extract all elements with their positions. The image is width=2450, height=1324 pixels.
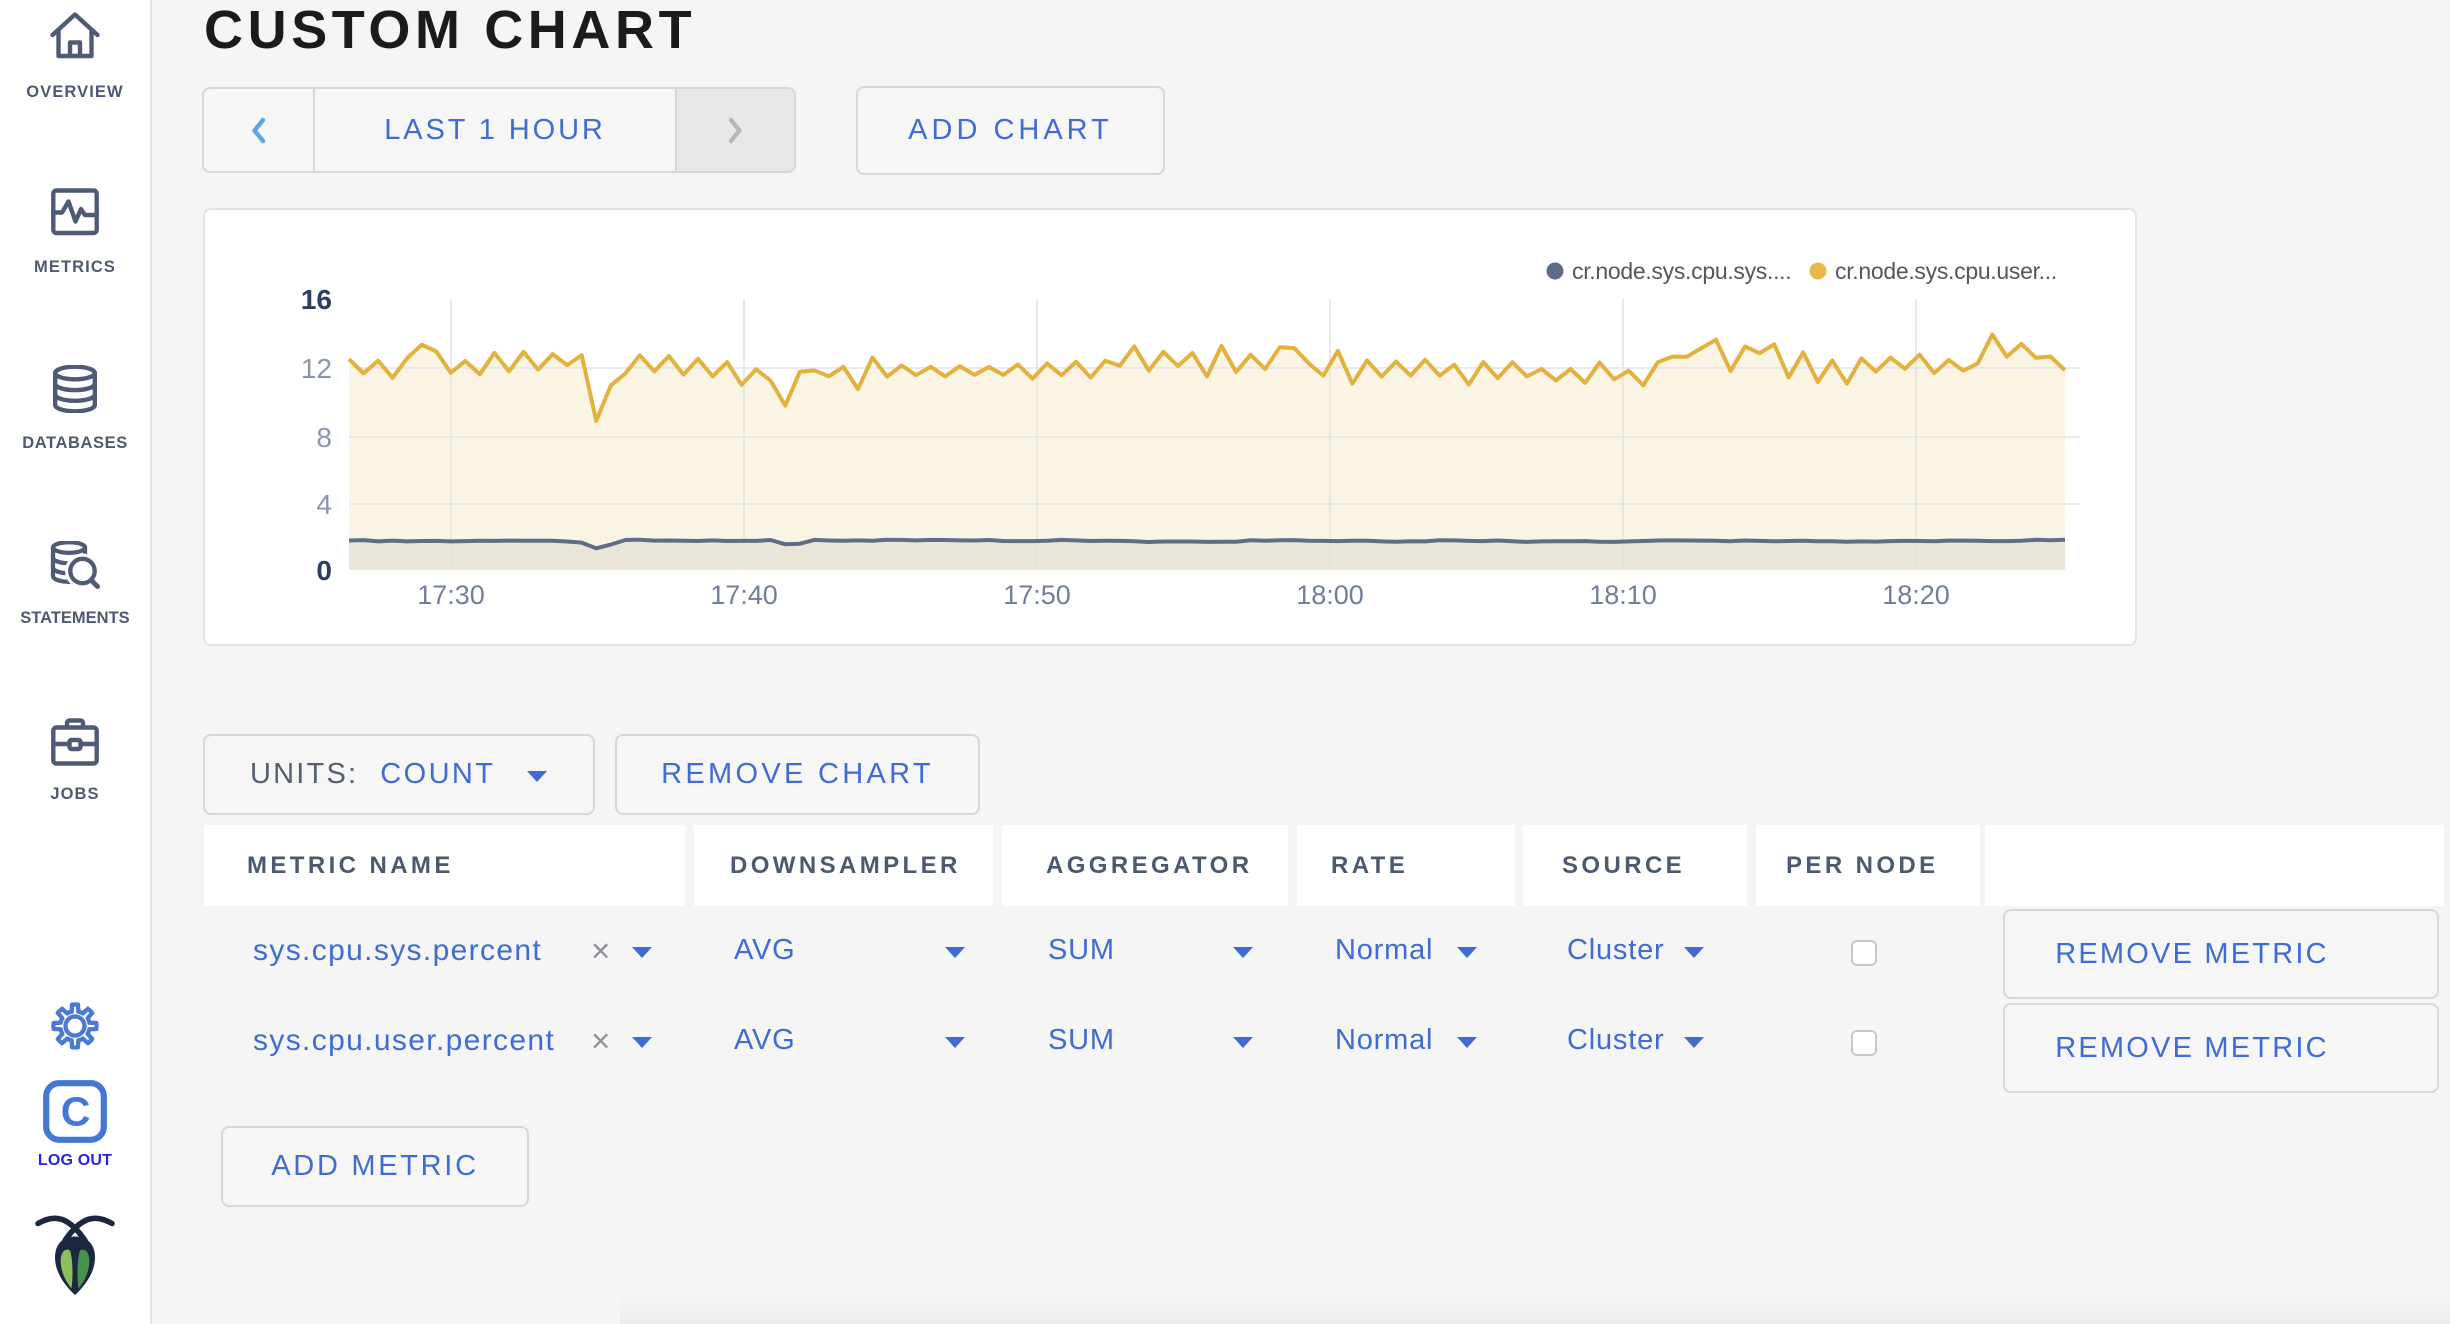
svg-text:cr.node.sys.cpu.sys....: cr.node.sys.cpu.sys.... xyxy=(1572,258,1791,284)
svg-text:18:20: 18:20 xyxy=(1882,580,1950,610)
svg-text:C: C xyxy=(61,1089,91,1135)
svg-text:17:30: 17:30 xyxy=(417,580,485,610)
svg-text:18:00: 18:00 xyxy=(1296,580,1364,610)
svg-text:18:10: 18:10 xyxy=(1589,580,1657,610)
svg-text:0: 0 xyxy=(316,555,332,586)
svg-text:17:40: 17:40 xyxy=(710,580,778,610)
svg-text:16: 16 xyxy=(301,284,332,315)
svg-text:4: 4 xyxy=(316,489,332,520)
svg-text:8: 8 xyxy=(316,422,332,453)
svg-text:cr.node.sys.cpu.user...: cr.node.sys.cpu.user... xyxy=(1835,258,2057,284)
svg-text:17:50: 17:50 xyxy=(1003,580,1071,610)
svg-text:12: 12 xyxy=(301,353,332,384)
